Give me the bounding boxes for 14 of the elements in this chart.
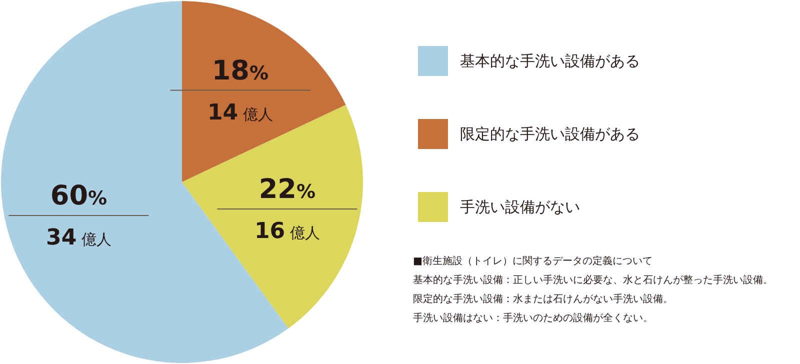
legend-label: 限定的な手洗い設備がある <box>460 125 640 143</box>
legend-label: 手洗い設備がない <box>460 198 580 216</box>
text: 14 億人 <box>207 100 273 126</box>
legend-label: 基本的な手洗い設備がある <box>460 52 640 70</box>
text: 基本的な手洗い設備：正しい手洗いに必要な、水と石けんが整った手洗い設備。 <box>413 274 773 286</box>
data-label: 18% <box>212 55 269 86</box>
text: 限定的な手洗い設備：水または石けんがない手洗い設備。 <box>413 293 673 305</box>
text: 34 億人 <box>46 226 112 251</box>
text: 手洗い設備はない：手洗いのための設備が全くない。 <box>413 312 653 324</box>
text: 16 億人 <box>254 219 320 244</box>
data-label: 22% <box>258 174 316 206</box>
pie-slice <box>182 104 363 328</box>
data-label: 60% <box>50 180 108 212</box>
text: ■衛生施設（トイレ）に関するデータの定義について <box>413 255 652 267</box>
